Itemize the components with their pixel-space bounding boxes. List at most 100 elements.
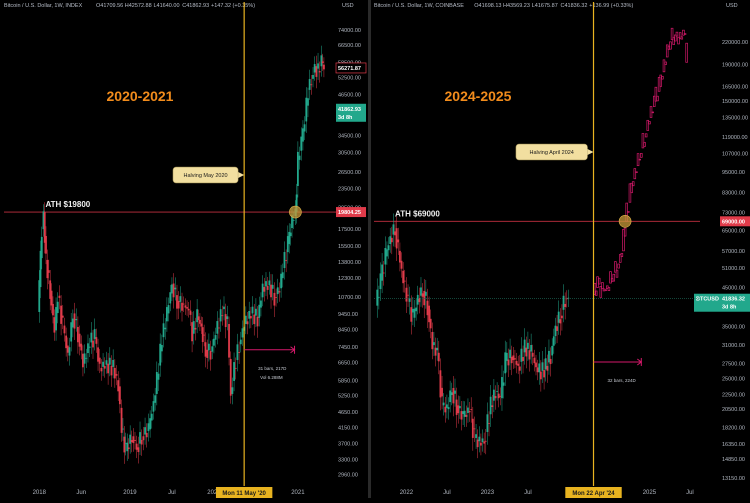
price-candle [315, 66, 318, 77]
price-candle [218, 327, 220, 329]
price-candle [174, 287, 177, 290]
x-tick-label: 2020 [207, 490, 221, 496]
price-candle [480, 442, 482, 446]
price-candle [454, 390, 456, 394]
price-candle [455, 399, 458, 415]
price-candle [300, 136, 303, 151]
date-tag: Mon 11 May '20 [222, 491, 266, 497]
price-candle [113, 367, 116, 379]
projection-candle [654, 86, 658, 102]
price-candle [397, 239, 400, 243]
price-candle [564, 303, 567, 307]
price-candle [159, 343, 162, 366]
projection-candle [640, 153, 643, 158]
price-candle [276, 287, 279, 295]
price-candle [505, 352, 508, 361]
ath-label: ATH $19800 [45, 200, 90, 209]
price-candle [395, 228, 398, 249]
price-candle [255, 308, 257, 316]
price-candle [39, 250, 42, 288]
price-candle [70, 322, 73, 342]
projection-candle [675, 31, 679, 37]
price-candle [286, 236, 289, 253]
price-candle [403, 280, 406, 282]
price-candle [228, 323, 230, 358]
projection-candle [638, 158, 641, 161]
projection-candle [661, 75, 664, 80]
x-tick-label: 2018 [33, 490, 47, 496]
y-tick-label: 135000.00 [722, 115, 748, 121]
price-candle [275, 297, 277, 298]
price-candle [465, 414, 468, 417]
price-candle [45, 236, 47, 254]
price-candle [49, 280, 52, 299]
price-candle [265, 281, 267, 287]
y-tick-label: 119000.00 [722, 135, 748, 141]
price-candle [278, 291, 281, 293]
price-candle [494, 395, 497, 399]
price-candle [256, 316, 259, 327]
header-l: L41640.00 [154, 3, 180, 9]
price-candle [127, 447, 130, 450]
price-candle [434, 347, 437, 356]
price-candle [203, 334, 206, 336]
y-tick-label: 5850.00 [338, 378, 358, 384]
price-candle [442, 402, 445, 406]
price-candle [561, 315, 563, 319]
price-candle [120, 407, 123, 433]
price-candle [408, 298, 411, 302]
price-candle [73, 313, 76, 329]
projection-candle [615, 269, 619, 278]
price-candle [209, 351, 212, 360]
halving-callout-label: Halving May 2020 [184, 173, 228, 179]
price-candle [239, 339, 242, 345]
y-tick-label: 16350.00 [722, 442, 745, 448]
price-candle [92, 340, 94, 348]
y-tick-label: 4650.00 [338, 410, 358, 416]
price-candle [546, 365, 549, 371]
price-candle [270, 284, 272, 298]
projection-candle [644, 133, 648, 138]
price-candle [421, 293, 424, 297]
price-candle [535, 362, 537, 368]
projection-candle [648, 121, 651, 125]
price-candle [85, 357, 88, 359]
price-candle [399, 250, 401, 263]
price-candle [251, 306, 254, 314]
price-tag-label: 69000.00 [722, 219, 745, 225]
y-tick-label: 22500.00 [722, 393, 745, 399]
x-tick-label: 2019 [123, 490, 137, 496]
price-candle [533, 357, 536, 364]
price-candle [162, 323, 165, 338]
x-tick-label: 2025 [643, 490, 657, 496]
price-candle [483, 441, 486, 444]
header-symbol: Bitcoin / U.S. Dollar, 1W, INDEX [4, 3, 83, 9]
y-tick-label: 165000.00 [722, 84, 748, 90]
projection-candle [678, 32, 682, 39]
price-candle [55, 307, 57, 331]
x-tick-label: 2022 [400, 490, 414, 496]
x-tick-label: 2023 [481, 490, 495, 496]
price-candle [260, 300, 262, 308]
y-tick-label: 10700.00 [338, 295, 361, 301]
price-candle [320, 55, 323, 67]
y-tick-label: 45000.00 [722, 285, 745, 291]
price-candle [509, 349, 511, 359]
right-panel: Bitcoin / U.S. Dollar, 1W, COINBASE O4169… [374, 2, 750, 498]
price-tag-label: 41862.93 [338, 107, 361, 113]
price-candle [102, 361, 104, 367]
y-tick-label: 27500.00 [722, 362, 745, 368]
y-tick-label: 13800.00 [338, 260, 361, 266]
price-candle [431, 331, 434, 350]
y-tick-label: 73000.00 [722, 211, 745, 217]
price-candle [426, 300, 429, 316]
price-candle [142, 436, 145, 441]
projection-candle [604, 289, 607, 291]
price-candle [213, 338, 215, 346]
price-candle [231, 387, 234, 394]
projection-candle [677, 36, 680, 45]
era-title: 2020-2021 [107, 88, 174, 104]
projection-candle [665, 44, 669, 58]
